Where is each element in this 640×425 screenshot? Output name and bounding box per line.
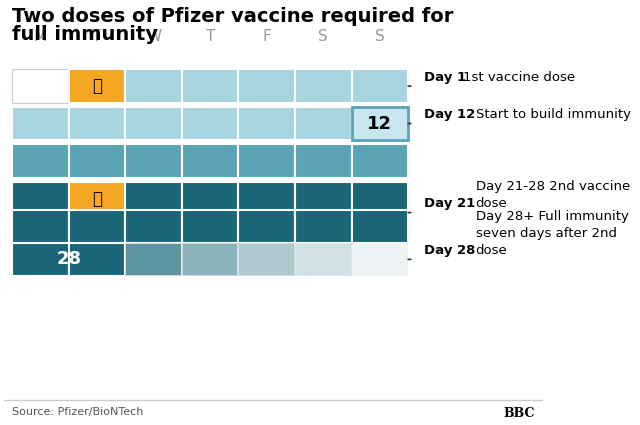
Bar [239, 210, 295, 244]
Bar [125, 107, 182, 140]
Bar [69, 181, 125, 215]
Text: Source: Pfizer/BioNTech: Source: Pfizer/BioNTech [12, 407, 143, 417]
Bar [125, 210, 182, 244]
Text: Two doses of Pfizer vaccine required for: Two doses of Pfizer vaccine required for [12, 6, 454, 26]
Bar [351, 243, 408, 276]
Bar [351, 181, 408, 215]
Bar [182, 243, 239, 276]
Bar [295, 243, 351, 276]
Bar [69, 144, 125, 178]
Bar [182, 107, 239, 140]
Text: Start to build immunity: Start to build immunity [476, 108, 630, 121]
Bar [12, 181, 69, 215]
Bar [295, 69, 351, 103]
Bar [351, 210, 408, 244]
Bar [182, 181, 239, 215]
Text: 12: 12 [367, 115, 392, 133]
Text: S: S [375, 29, 385, 45]
Bar [239, 69, 295, 103]
Bar [125, 181, 182, 215]
Bar [69, 107, 125, 140]
Text: 💉: 💉 [92, 77, 102, 95]
Text: Day 1: Day 1 [424, 71, 467, 84]
Bar [125, 69, 182, 103]
Bar [351, 144, 408, 178]
Bar [295, 144, 351, 178]
Text: Day 21-28 2nd vaccine
dose: Day 21-28 2nd vaccine dose [476, 180, 630, 210]
Bar [69, 210, 125, 244]
Text: Day 28+ Full immunity
seven days after 2nd
dose: Day 28+ Full immunity seven days after 2… [476, 210, 628, 257]
Bar [12, 210, 69, 244]
Text: F: F [262, 29, 271, 45]
Bar [12, 107, 69, 140]
Text: 💉: 💉 [92, 190, 102, 207]
Bar [12, 144, 69, 178]
Bar [295, 181, 351, 215]
Text: full immunity: full immunity [12, 25, 158, 44]
Text: 1st vaccine dose: 1st vaccine dose [463, 71, 575, 84]
Text: Day 28: Day 28 [424, 244, 476, 257]
Bar [69, 69, 125, 103]
Text: BBC: BBC [503, 407, 535, 420]
Bar [239, 144, 295, 178]
Bar [182, 210, 239, 244]
Text: T: T [205, 29, 215, 45]
Bar [125, 144, 182, 178]
Text: W: W [146, 29, 161, 45]
Bar [351, 69, 408, 103]
Bar [351, 107, 408, 140]
Text: S: S [319, 29, 328, 45]
Text: T: T [92, 29, 102, 45]
Bar [182, 69, 239, 103]
Bar [125, 243, 182, 276]
Bar [12, 243, 69, 276]
Bar [69, 243, 125, 276]
Bar [239, 107, 295, 140]
Bar [239, 243, 295, 276]
Text: Day 21: Day 21 [424, 197, 476, 210]
Text: 28: 28 [56, 250, 81, 269]
Bar [295, 210, 351, 244]
Text: M: M [34, 29, 47, 45]
Bar [12, 69, 69, 103]
Text: Day 12: Day 12 [424, 108, 476, 121]
Bar [295, 107, 351, 140]
Bar [182, 144, 239, 178]
Bar [239, 181, 295, 215]
